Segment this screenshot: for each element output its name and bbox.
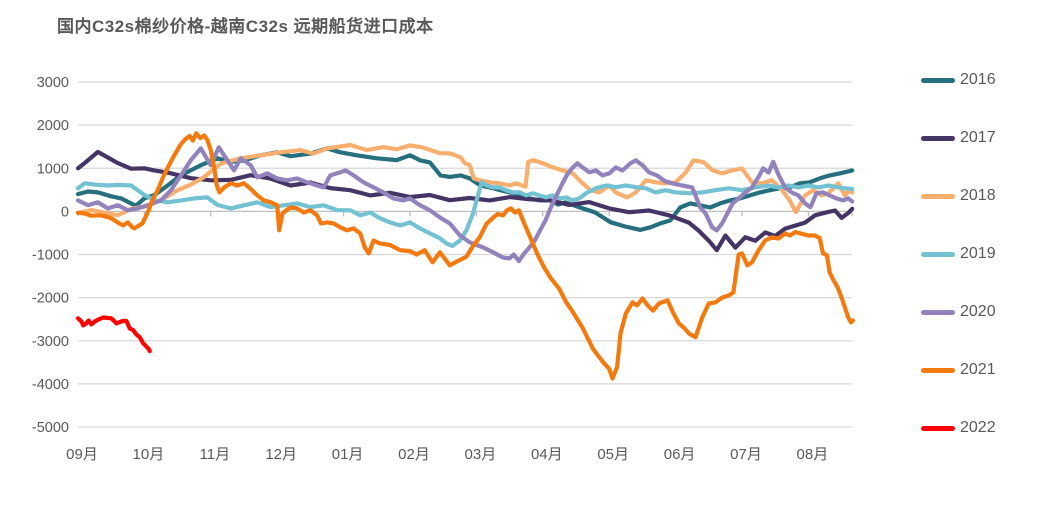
y-axis-tick-label: 0 [61, 204, 69, 220]
legend-swatch-2022 [921, 425, 955, 431]
legend-swatch-2018 [921, 193, 955, 199]
series-line-2021 [75, 131, 856, 381]
series-line-2022 [75, 315, 152, 354]
series-line-2018 [75, 142, 855, 218]
x-axis-month-label: 09月 [66, 446, 98, 463]
x-axis-month-label: 04月 [531, 446, 563, 463]
legend-swatch-2019 [921, 251, 955, 257]
series-line-2017 [75, 149, 855, 253]
legend-label: 2018 [960, 187, 996, 204]
legend-label: 2019 [960, 245, 996, 262]
legend-item-2019[interactable]: 2019 [921, 244, 996, 264]
x-axis-month-label: 06月 [664, 446, 696, 463]
x-axis-month-label: 03月 [465, 446, 497, 463]
chart-legend: 2016 2017 2018 2019 2020 2021 2022 [921, 70, 996, 438]
legend-label: 2017 [960, 129, 996, 146]
legend-swatch-2016 [921, 77, 955, 83]
legend-label: 2016 [960, 71, 996, 88]
x-axis-month-label: 12月 [265, 446, 297, 463]
x-axis-month-label: 05月 [597, 446, 629, 463]
legend-label: 2022 [960, 419, 996, 436]
legend-item-2022[interactable]: 2022 [921, 418, 996, 438]
chart-title: 国内C32s棉纱价格-越南C32s 远期船货进口成本 [57, 17, 434, 36]
x-axis-month-label: 08月 [797, 446, 829, 463]
y-axis-tick-label: -1000 [32, 248, 69, 264]
x-axis-month-label: 07月 [730, 446, 762, 463]
legend-swatch-2021 [921, 367, 955, 373]
y-axis-tick-label: -4000 [32, 377, 69, 393]
legend-item-2021[interactable]: 2021 [921, 360, 996, 380]
y-axis-tick-label: 3000 [37, 75, 69, 91]
x-axis-month-label: 02月 [398, 446, 430, 463]
y-axis-tick-label: 2000 [37, 118, 69, 134]
legend-swatch-2017 [921, 135, 955, 141]
x-axis-month-label: 10月 [133, 446, 165, 463]
legend-item-2018[interactable]: 2018 [921, 186, 996, 206]
y-axis-tick-label: -5000 [32, 420, 69, 436]
legend-swatch-2020 [921, 309, 955, 315]
series-line-2020 [75, 145, 855, 264]
x-axis-month-label: 11月 [200, 446, 231, 463]
y-axis-tick-label: -3000 [32, 334, 69, 350]
series-line-2019 [75, 180, 855, 248]
legend-item-2017[interactable]: 2017 [921, 128, 996, 148]
legend-label: 2021 [960, 361, 996, 378]
legend-label: 2020 [960, 303, 996, 320]
y-axis-tick-label: 1000 [37, 161, 69, 177]
x-axis-month-label: 01月 [332, 446, 364, 463]
legend-item-2020[interactable]: 2020 [921, 302, 996, 322]
y-axis-tick-label: -2000 [32, 291, 69, 307]
legend-item-2016[interactable]: 2016 [921, 70, 996, 90]
